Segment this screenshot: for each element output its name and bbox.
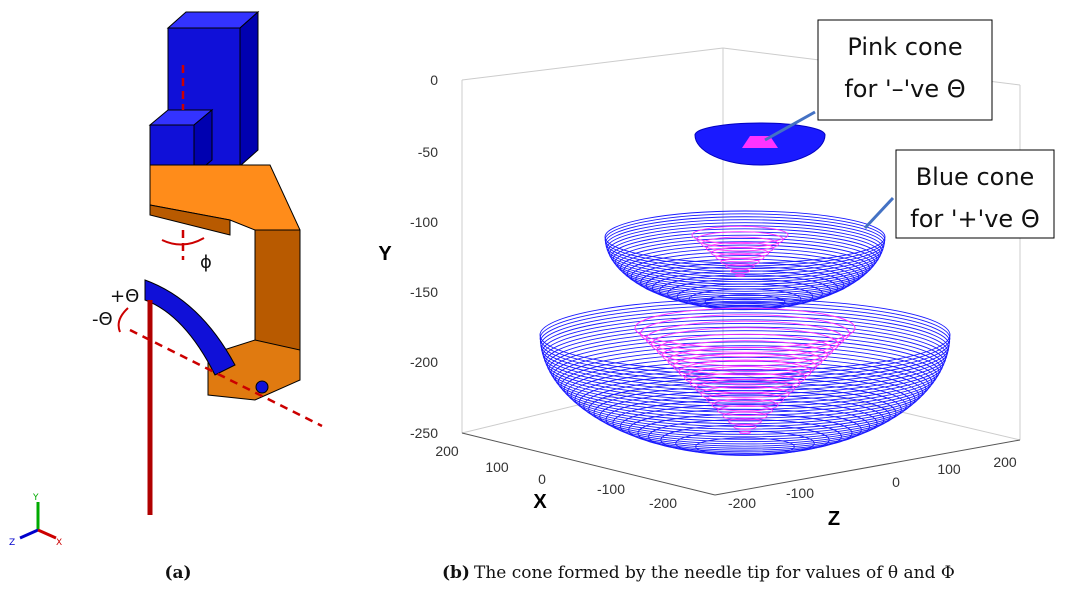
z-tick-label: -100	[786, 485, 814, 501]
x-tick-label: 0	[538, 471, 546, 487]
y-tick-label: -200	[410, 354, 438, 370]
y-tick-label: 0	[430, 72, 438, 88]
z-tick-label: 200	[993, 454, 1017, 470]
caption-b-label: (b)	[442, 563, 470, 583]
z-tick-label: -200	[728, 495, 756, 511]
pink-ring	[646, 321, 844, 357]
cone-surfaces	[540, 123, 950, 455]
y-tick-label: -150	[410, 284, 438, 300]
figure: ϕ +Θ -Θ Y Z X (a) Y X Z Pink cone for '–…	[0, 0, 1066, 594]
x-axis-label: X	[533, 491, 547, 513]
triad-z: Z	[9, 538, 15, 548]
pink-ring	[652, 328, 839, 362]
z-tick-label: 100	[937, 461, 961, 477]
z-axis-label: Z	[828, 508, 840, 530]
plus-theta-label: +Θ	[110, 286, 139, 307]
annotation-arrow	[865, 198, 893, 228]
x-tick-label: 200	[435, 443, 459, 459]
x-tick-label: 100	[485, 459, 509, 475]
pink-ring	[735, 275, 745, 277]
caption-a: (a)	[164, 563, 191, 583]
z-tick-label: 0	[892, 474, 900, 490]
pink-ring	[734, 425, 756, 429]
annotation: for '–'ve Θ	[844, 75, 965, 103]
triad-x: X	[56, 538, 62, 548]
y-tick-label: -100	[410, 214, 438, 230]
y-axis-label: Y	[378, 243, 392, 265]
y-tick-label: -50	[418, 144, 438, 160]
phi-label: ϕ	[200, 252, 212, 273]
triad-y: Y	[32, 493, 39, 503]
bowl-ring	[696, 438, 795, 455]
pink-ring	[740, 432, 751, 434]
annotation: for '+'ve Θ	[910, 205, 1039, 233]
annotation: Pink cone	[847, 33, 962, 61]
mechanism-drawing	[20, 12, 322, 538]
caption-b-text: The cone formed by the needle tip for va…	[474, 563, 955, 583]
minus-theta-label: -Θ	[92, 309, 113, 330]
annotation: Blue cone	[916, 163, 1035, 191]
page: ϕ +Θ -Θ Y Z X (a) Y X Z Pink cone for '–…	[0, 0, 1066, 594]
y-tick-label: -250	[410, 425, 438, 441]
x-tick-label: -100	[597, 481, 625, 497]
x-tick-label: -200	[649, 495, 677, 511]
